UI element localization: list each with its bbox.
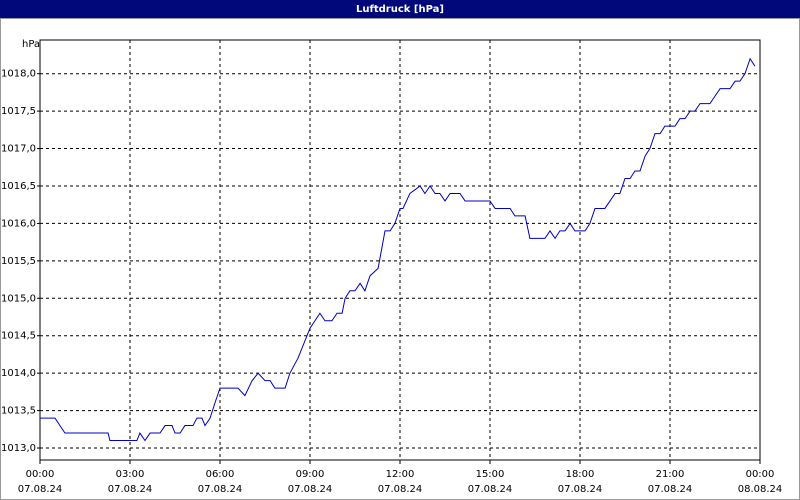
y-tick-label: 1015,5 [1,256,36,267]
x-tick-date: 07.08.24 [108,484,153,495]
y-tick-label: 1015,0 [1,293,36,304]
y-tick-label: 1013,5 [1,406,36,417]
data-line [40,57,756,442]
y-unit-label: hPa [22,39,40,50]
x-tick-label: 15:00 [476,469,505,480]
x-tick-date: 07.08.24 [378,484,423,495]
x-tick-label: 18:00 [566,469,595,480]
x-tick-date: 07.08.24 [288,484,333,495]
y-tick-label: 1014,0 [1,368,36,379]
x-tick-date: 07.08.24 [648,484,693,495]
x-tick-label: 09:00 [296,469,325,480]
x-tick-date: 07.08.24 [468,484,513,495]
x-tick-label: 00:00 [746,469,775,480]
y-tick-label: 1016,0 [1,218,36,229]
y-tick-label: 1013,0 [1,443,36,454]
x-tick-date: 07.08.24 [558,484,603,495]
x-tick-date: 07.08.24 [18,484,63,495]
chart-title: Luftdruck [hPa] [356,4,444,15]
y-tick-label: 1017,0 [1,144,36,155]
y-tick-label: 1016,5 [1,181,36,192]
y-tick-label: 1017,5 [1,106,36,117]
x-tick-label: 21:00 [656,469,685,480]
x-tick-label: 06:00 [206,469,235,480]
x-tick-label: 00:00 [26,469,55,480]
y-tick-label: 1018,0 [1,69,36,80]
x-tick-date: 07.08.24 [198,484,243,495]
x-tick-date: 08.08.24 [738,484,783,495]
x-tick-label: 03:00 [116,469,145,480]
y-tick-label: 1014,5 [1,331,36,342]
x-tick-label: 12:00 [386,469,415,480]
title-bar [0,0,800,18]
